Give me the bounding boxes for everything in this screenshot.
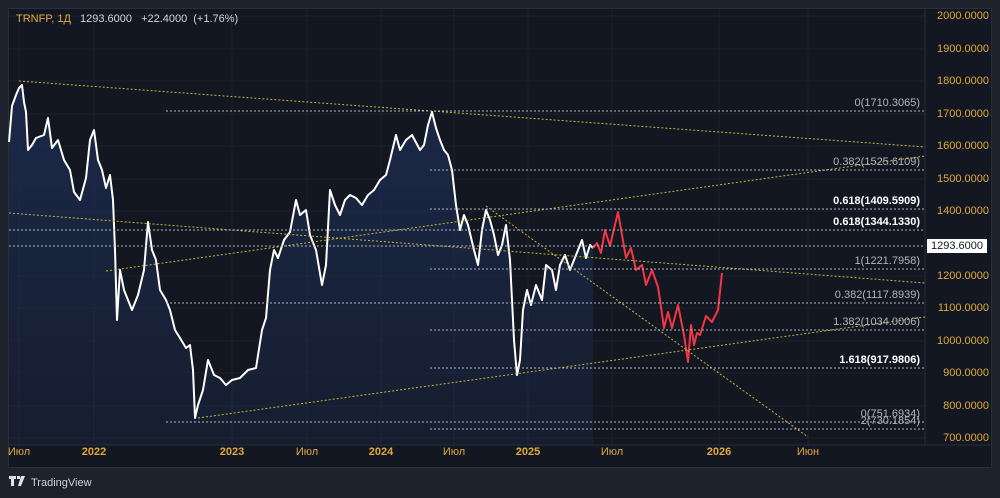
time-tick: Июл (600, 446, 624, 458)
price-tick: 2000.0000 (937, 10, 989, 22)
fib-label: 1.382(1034.0006) (833, 316, 920, 328)
fib-label: 1(1221.7958) (854, 255, 920, 267)
symbol-legend[interactable]: TRNFP, 1Д 1293.6000 +22.4000 (+1.76%) (16, 13, 244, 25)
price-tick: 1700.0000 (937, 108, 989, 120)
tradingview-logo-icon (9, 476, 27, 489)
price-line (8, 84, 594, 419)
time-tick: 2024 (368, 446, 394, 458)
time-tick: Июл (442, 446, 466, 458)
fib-label: 0.618(1409.5909) (833, 195, 920, 207)
fib-label: 0.382(1117.8939) (834, 289, 920, 301)
price-change: +22.4000 (141, 13, 188, 25)
fib-label: 0(751.6934) (860, 408, 920, 420)
symbol-name[interactable]: TRNFP, 1Д (16, 13, 71, 25)
time-tick: 2026 (706, 446, 732, 458)
projection-line (592, 211, 723, 363)
time-tick: 2025 (515, 446, 541, 458)
price-tick: 1400.0000 (937, 205, 989, 217)
fib-label: 0.382(1525.6109) (833, 156, 920, 168)
fib-label: 0(1710.3065) (854, 97, 920, 109)
time-tick: Июн (796, 446, 820, 458)
last-price: 1293.6000 (80, 13, 132, 25)
fib-label: 0.618(1344.1330) (833, 216, 920, 228)
fib-lines (9, 110, 925, 430)
time-tick: 2023 (219, 446, 245, 458)
tradingview-branding[interactable]: TradingView (9, 476, 92, 489)
time-tick: Июл (295, 446, 319, 458)
trend-lines (8, 80, 926, 438)
fib-label: 1.618(917.9806) (839, 354, 920, 366)
brand-name: TradingView (31, 476, 92, 489)
price-tick: 1800.0000 (937, 75, 989, 87)
price-tick: 900.0000 (943, 367, 989, 379)
time-tick: 2022 (81, 446, 107, 458)
price-tick: 700.0000 (943, 432, 989, 444)
price-area-fill (9, 85, 593, 445)
price-tick: 1100.0000 (937, 302, 989, 314)
price-change-pct: (+1.76%) (193, 13, 239, 25)
price-tick: 1900.0000 (937, 43, 989, 55)
price-tick: 800.0000 (943, 400, 989, 412)
price-tick: 1200.0000 (937, 270, 989, 282)
last-price-marker: 1293.6000 (927, 239, 987, 253)
fib-label: 2(730.1854) (860, 415, 920, 427)
price-tick: 1500.0000 (937, 173, 989, 185)
price-tick: 1000.0000 (937, 335, 989, 347)
price-tick: 1600.0000 (937, 140, 989, 152)
time-tick: Июл (7, 446, 31, 458)
